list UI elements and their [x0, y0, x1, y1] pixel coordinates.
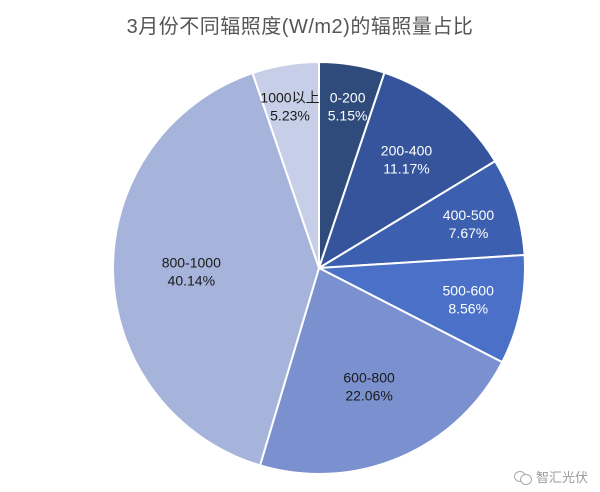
slice-percent-label: 7.67% [449, 225, 489, 241]
pie-slice-500-600 [315, 253, 526, 364]
slice-category-label: 600-800 [343, 370, 395, 386]
slice-category-label: 400-500 [443, 207, 495, 223]
pie-slice-200-400 [317, 71, 497, 271]
slice-category-label: 800-1000 [162, 254, 221, 270]
watermark-text: 智汇光伏 [535, 470, 588, 485]
pie-slice-600-800 [258, 266, 504, 475]
slice-percent-label: 5.15% [328, 107, 368, 123]
chart-title: 3月份不同辐照度(W/m2)的辐照量占比 [126, 16, 474, 38]
slice-percent-label: 8.56% [448, 300, 488, 316]
slice-category-label: 0-200 [330, 89, 366, 105]
chat-bubbles-icon [513, 470, 532, 485]
slice-category-label: 200-400 [381, 143, 433, 159]
pie-slice-400-500 [318, 159, 526, 269]
watermark: 智汇光伏 [513, 467, 588, 486]
slice-category-label: 1000以上 [260, 89, 319, 105]
slice-percent-label: 22.06% [345, 388, 392, 404]
pie-slice-1000以上 [251, 60, 320, 269]
slice-percent-label: 11.17% [383, 161, 429, 177]
pie-slice-800-1000 [112, 71, 321, 467]
slice-percent-label: 40.14% [168, 272, 215, 288]
slice-category-label: 500-600 [443, 282, 495, 298]
slice-percent-label: 5.23% [270, 107, 310, 123]
